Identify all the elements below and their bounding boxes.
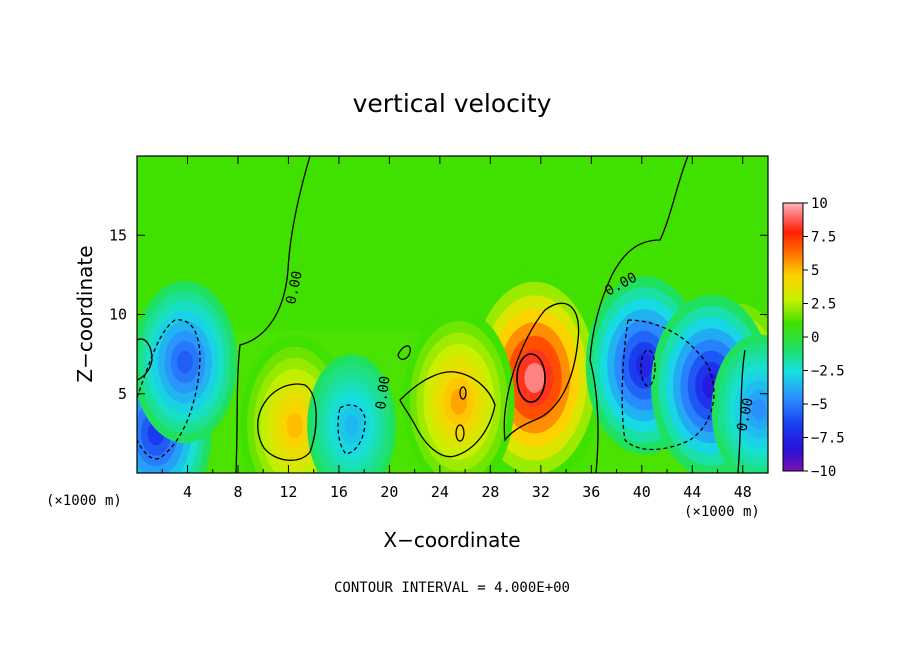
contour-west-edge <box>137 338 153 381</box>
field-level <box>635 352 653 378</box>
contour-updraft-core <box>516 353 546 403</box>
y-tick-label: 5 <box>118 385 127 403</box>
x-tick-label: 24 <box>431 483 449 501</box>
x-axis-unit-left: (×1000 m) <box>46 493 122 509</box>
chart-title: vertical velocity <box>353 89 552 118</box>
x-tick-label: 8 <box>233 483 242 501</box>
y-tick-label: 15 <box>109 226 127 244</box>
field-level <box>751 398 767 421</box>
contour-updraft-center <box>503 302 580 442</box>
colorbar: 10 7.5 5 2.5 0 −2.5 −5 −7.5 −10 <box>782 196 845 480</box>
contour-downdraft-core <box>640 349 656 387</box>
contour-downdraft-west <box>137 319 201 460</box>
y-axis: 5 10 15 <box>109 226 768 403</box>
field-level <box>344 415 359 436</box>
colorbar-tick-label: −2.5 <box>811 364 845 380</box>
colorbar-tick-label: 7.5 <box>811 230 836 246</box>
colorbar-ticks: 10 7.5 5 2.5 0 −2.5 −5 −7.5 −10 <box>803 196 845 480</box>
x-tick-label: 12 <box>279 483 297 501</box>
x-tick-label: 32 <box>532 483 550 501</box>
contour-updraft-left <box>399 371 496 458</box>
colorbar-tick-label: −10 <box>811 464 836 480</box>
contour-downdraft-east <box>621 319 715 451</box>
contour-updraft-small-core <box>455 424 465 442</box>
colorbar-scale <box>782 202 804 472</box>
y-tick-label: 10 <box>109 306 127 324</box>
plot-area: 0.00 0.00 0.00 0.00 <box>137 156 768 473</box>
contour-label: 0.00 <box>283 270 306 306</box>
x-tick-label: 16 <box>330 483 348 501</box>
contour-updraft-west <box>257 383 317 461</box>
x-axis-unit-right: (×1000 m) <box>684 504 760 520</box>
zero-contour-line-right <box>737 349 746 473</box>
y-axis-title: Z−coordinate <box>73 245 97 382</box>
colorbar-tick-label: −7.5 <box>811 431 845 447</box>
x-tick-label: 48 <box>734 483 752 501</box>
x-tick-label: 28 <box>481 483 499 501</box>
contour-label: 0.00 <box>373 375 394 411</box>
field-level <box>524 362 545 393</box>
colorbar-tick-label: −5 <box>811 397 828 413</box>
contour-updraft-small-north <box>397 345 411 360</box>
x-axis-title: X−coordinate <box>383 528 520 552</box>
x-tick-label: 40 <box>633 483 651 501</box>
x-tick-label: 44 <box>683 483 701 501</box>
field-level <box>286 412 303 438</box>
zero-contour-line-west <box>235 156 311 473</box>
velocity-field <box>137 268 768 473</box>
colorbar-tick-label: 2.5 <box>811 297 836 313</box>
field-level <box>450 388 468 415</box>
x-tick-label: 4 <box>183 483 192 501</box>
x-tick-label: 36 <box>582 483 600 501</box>
field-level <box>177 350 193 374</box>
colorbar-tick-label: 0 <box>811 330 819 346</box>
contour-lines <box>137 156 746 473</box>
x-tick-label: 20 <box>380 483 398 501</box>
zero-contour-line-east <box>589 156 689 473</box>
x-axis: 4 8 12 16 20 24 28 32 36 40 44 48 <box>161 156 752 501</box>
contour-label: 0.00 <box>734 397 757 433</box>
contour-downdraft-small <box>337 404 366 455</box>
colorbar-tick-label: 10 <box>811 196 828 212</box>
contour-interval-note: CONTOUR INTERVAL = 4.000E+00 <box>334 580 570 596</box>
contour-updraft-small-core-2 <box>459 386 467 400</box>
colorbar-tick-label: 5 <box>811 263 819 279</box>
